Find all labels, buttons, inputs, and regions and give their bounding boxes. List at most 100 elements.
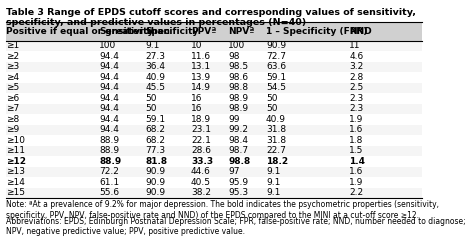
- Text: 61.1: 61.1: [100, 178, 119, 187]
- Text: 68.2: 68.2: [145, 125, 165, 134]
- Text: 22.1: 22.1: [191, 136, 211, 145]
- Text: 2.3: 2.3: [349, 94, 364, 103]
- Text: 10: 10: [191, 41, 202, 50]
- Text: 50: 50: [266, 94, 277, 103]
- Text: 1 – Specificity (FPR): 1 – Specificity (FPR): [266, 27, 367, 36]
- Text: ≥1: ≥1: [6, 41, 19, 50]
- Text: 9.1: 9.1: [266, 167, 280, 176]
- Text: Sensitivity: Sensitivity: [100, 27, 154, 36]
- Text: 98.4: 98.4: [228, 136, 248, 145]
- Bar: [6, 135, 422, 146]
- Text: 11.6: 11.6: [191, 52, 211, 61]
- Text: Positive if equal or greater than: Positive if equal or greater than: [6, 27, 170, 36]
- Text: 94.4: 94.4: [100, 52, 119, 61]
- Bar: [6, 83, 422, 93]
- Text: 97: 97: [228, 167, 240, 176]
- Text: 13.9: 13.9: [191, 73, 211, 82]
- Text: 98: 98: [228, 52, 240, 61]
- Bar: [6, 93, 422, 104]
- Text: 1.9: 1.9: [349, 115, 364, 124]
- Text: 40.9: 40.9: [266, 115, 286, 124]
- Text: ≥5: ≥5: [6, 84, 19, 92]
- Text: 90.9: 90.9: [145, 167, 165, 176]
- Text: 38.2: 38.2: [191, 188, 211, 197]
- Text: 18.2: 18.2: [266, 157, 288, 166]
- Text: 98.8: 98.8: [228, 157, 251, 166]
- Text: 31.8: 31.8: [266, 125, 286, 134]
- Text: 28.6: 28.6: [191, 146, 211, 155]
- Text: ≥3: ≥3: [6, 62, 19, 71]
- Text: 50: 50: [145, 104, 156, 114]
- Text: 94.4: 94.4: [100, 73, 119, 82]
- Text: Table 3 Range of EPDS cutoff scores and corresponding values of sensitivity, spe: Table 3 Range of EPDS cutoff scores and …: [6, 8, 416, 27]
- Text: 100: 100: [100, 41, 117, 50]
- Text: 22.7: 22.7: [266, 146, 286, 155]
- Bar: [6, 125, 422, 135]
- Text: 27.3: 27.3: [145, 52, 165, 61]
- Text: 1.6: 1.6: [349, 125, 364, 134]
- Bar: [6, 51, 422, 62]
- Text: ≥6: ≥6: [6, 94, 19, 103]
- Text: 98.5: 98.5: [228, 62, 248, 71]
- Text: 36.4: 36.4: [145, 62, 165, 71]
- Text: 88.9: 88.9: [100, 146, 119, 155]
- Text: 54.5: 54.5: [266, 84, 286, 92]
- Text: 98.8: 98.8: [228, 84, 248, 92]
- Text: 94.4: 94.4: [100, 115, 119, 124]
- Text: NPVª: NPVª: [228, 27, 255, 36]
- Bar: [6, 62, 422, 72]
- Text: 50: 50: [266, 104, 277, 114]
- Text: ≥15: ≥15: [6, 188, 25, 197]
- Text: 55.6: 55.6: [100, 188, 119, 197]
- Text: 98.9: 98.9: [228, 94, 248, 103]
- Text: 98.7: 98.7: [228, 146, 248, 155]
- Text: Abbreviations: EPDS, Edinburgh Postnatal Depression Scale; FPR, false-positive r: Abbreviations: EPDS, Edinburgh Postnatal…: [6, 217, 465, 236]
- Text: ≥11: ≥11: [6, 146, 25, 155]
- Text: 81.8: 81.8: [145, 157, 167, 166]
- Text: 94.4: 94.4: [100, 125, 119, 134]
- Bar: [6, 177, 422, 188]
- Text: 90.9: 90.9: [266, 41, 286, 50]
- Bar: [6, 41, 422, 51]
- Bar: [6, 188, 422, 198]
- Text: 13.1: 13.1: [191, 62, 211, 71]
- Text: ≥13: ≥13: [6, 167, 25, 176]
- Text: 88.9: 88.9: [100, 136, 119, 145]
- Text: 90.9: 90.9: [145, 178, 165, 187]
- Text: 59.1: 59.1: [145, 115, 165, 124]
- Text: 72.7: 72.7: [266, 52, 286, 61]
- Text: 31.8: 31.8: [266, 136, 286, 145]
- Text: 72.2: 72.2: [100, 167, 119, 176]
- Text: 68.2: 68.2: [145, 136, 165, 145]
- Text: ≥14: ≥14: [6, 178, 25, 187]
- Bar: [6, 22, 422, 41]
- Text: 2.2: 2.2: [349, 188, 363, 197]
- Text: 95.9: 95.9: [228, 178, 248, 187]
- Text: Specificity: Specificity: [145, 27, 199, 36]
- Text: ≥10: ≥10: [6, 136, 25, 145]
- Text: 9.1: 9.1: [266, 188, 280, 197]
- Text: 63.6: 63.6: [266, 62, 286, 71]
- Bar: [6, 156, 422, 167]
- Text: 94.4: 94.4: [100, 94, 119, 103]
- Text: ≥9: ≥9: [6, 125, 19, 134]
- Text: 1.9: 1.9: [349, 178, 364, 187]
- Text: 9.1: 9.1: [266, 178, 280, 187]
- Text: ≥7: ≥7: [6, 104, 19, 114]
- Text: 33.3: 33.3: [191, 157, 213, 166]
- Text: 16: 16: [191, 104, 202, 114]
- Text: 2.5: 2.5: [349, 84, 364, 92]
- Text: 3.2: 3.2: [349, 62, 364, 71]
- Text: 2.8: 2.8: [349, 73, 364, 82]
- Text: Note: ªAt a prevalence of 9.2% for major depression. The bold indicates the psyc: Note: ªAt a prevalence of 9.2% for major…: [6, 200, 438, 220]
- Text: 40.5: 40.5: [191, 178, 211, 187]
- Text: 94.4: 94.4: [100, 104, 119, 114]
- Text: 45.5: 45.5: [145, 84, 165, 92]
- Text: 4.6: 4.6: [349, 52, 364, 61]
- Text: 99: 99: [228, 115, 240, 124]
- Text: 94.4: 94.4: [100, 62, 119, 71]
- Text: 100: 100: [228, 41, 246, 50]
- Text: 95.3: 95.3: [228, 188, 248, 197]
- Text: 99.2: 99.2: [228, 125, 248, 134]
- Text: 11: 11: [349, 41, 361, 50]
